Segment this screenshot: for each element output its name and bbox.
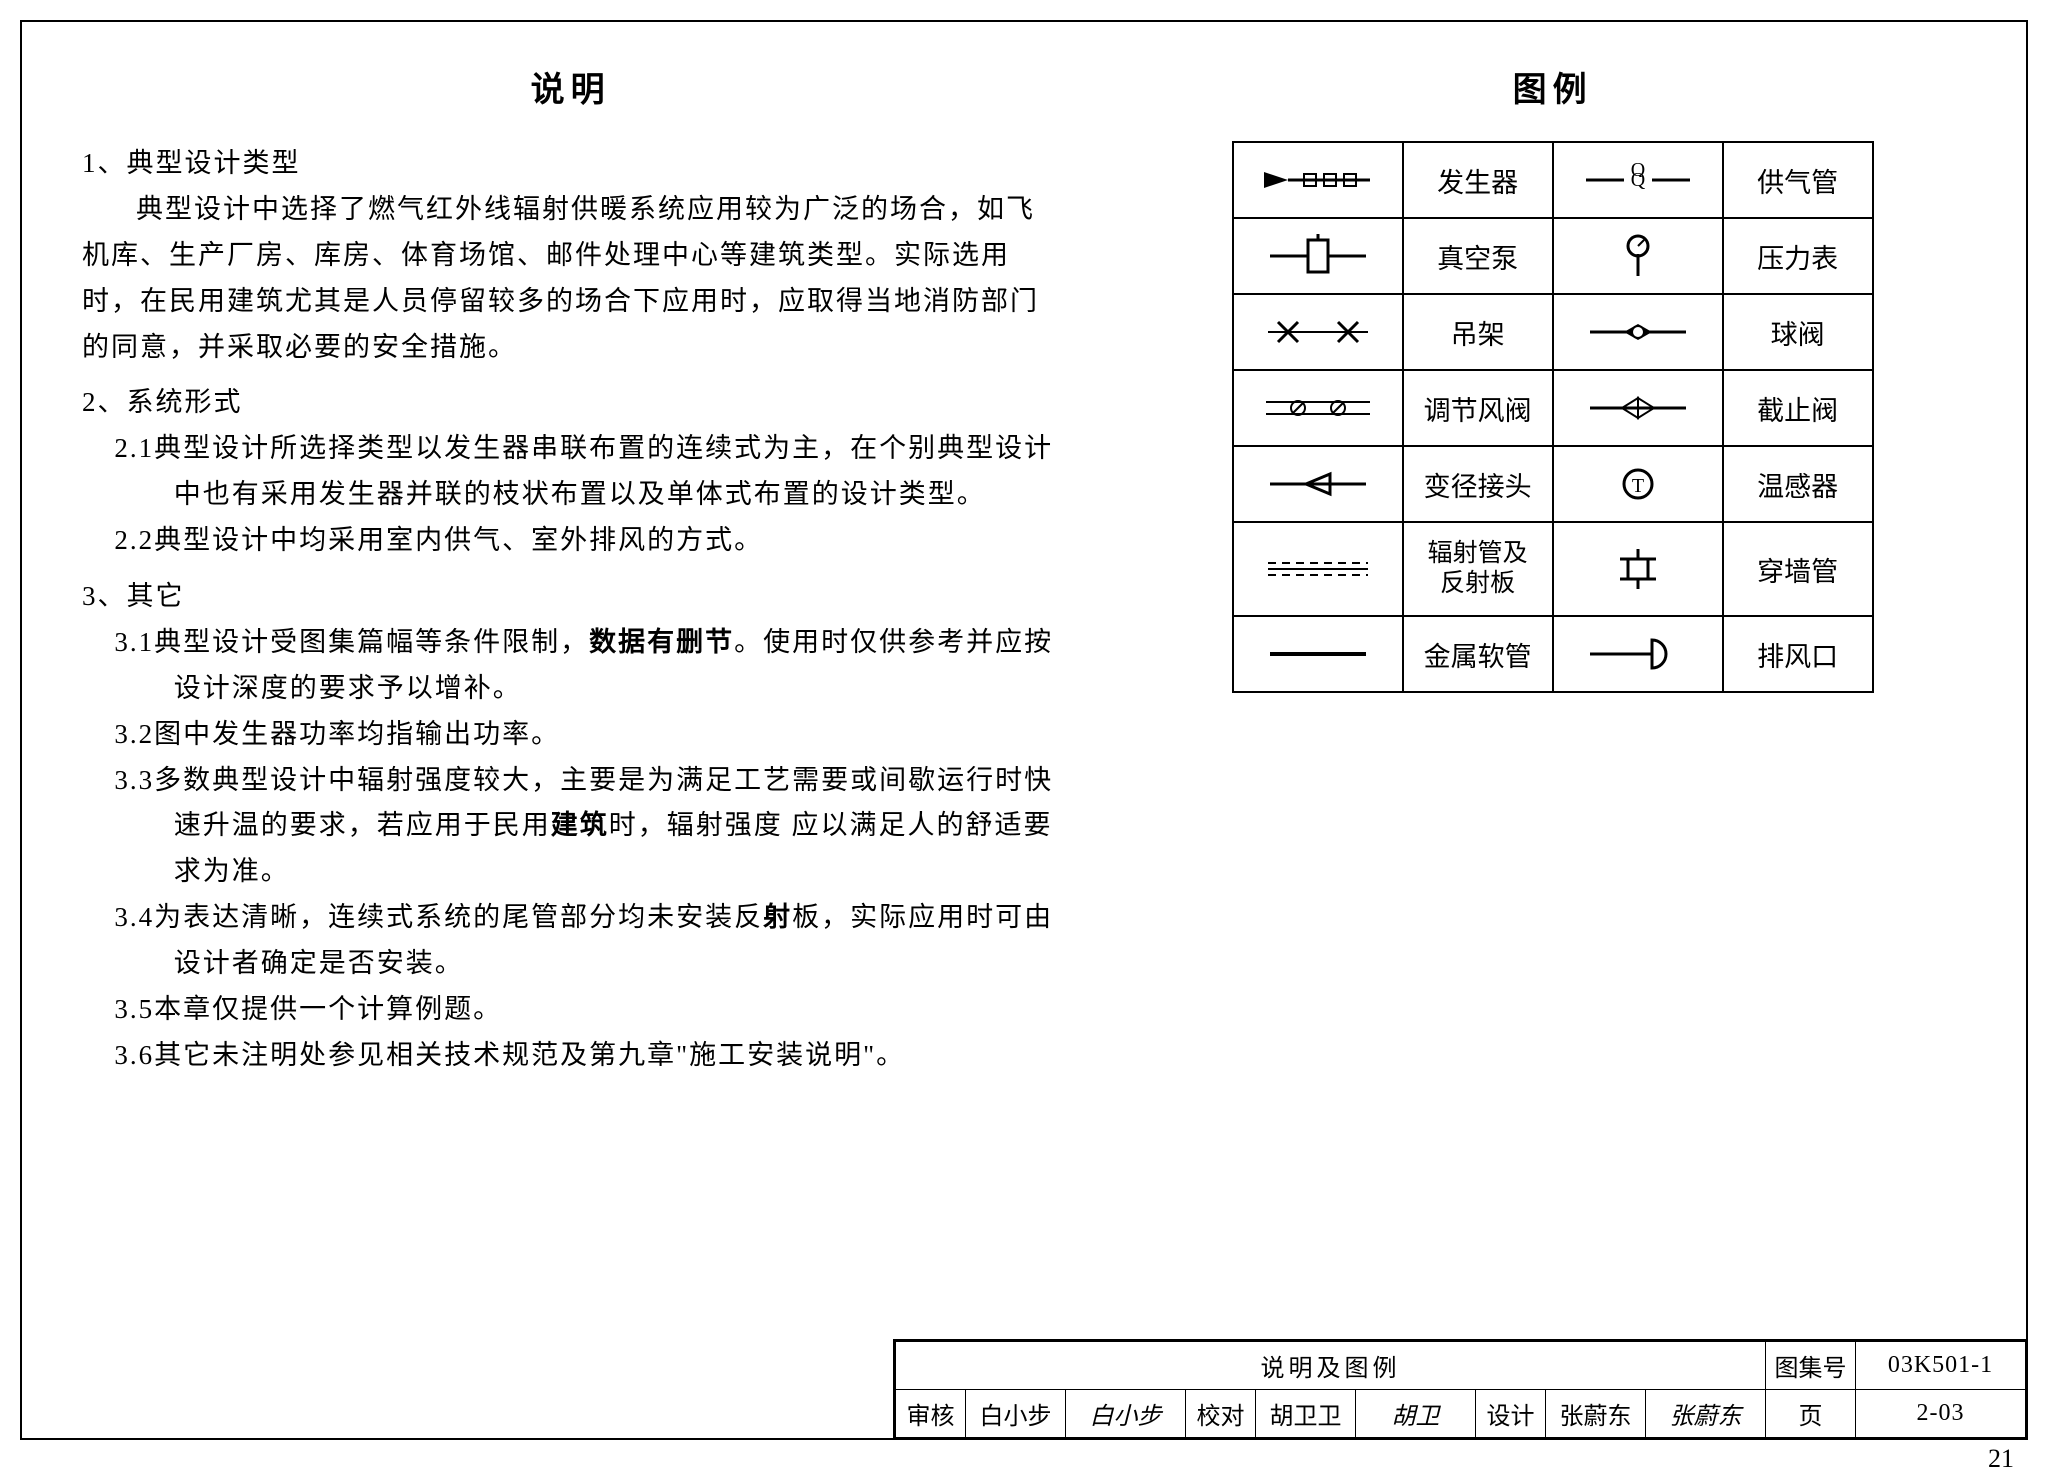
legend-label: 球阀 — [1723, 294, 1873, 370]
legend-symbol-temp-sensor — [1553, 446, 1723, 522]
section-subitem: 3.1典型设计受图集篇幅等条件限制，数据有删节。使用时仅供参考并应按设计深度的要… — [114, 620, 1059, 712]
legend-symbol-ball-valve — [1553, 294, 1723, 370]
legend-label: 金属软管 — [1403, 616, 1553, 692]
legend-row: 真空泵 压力表 — [1233, 218, 1873, 294]
legend-label: 发生器 — [1403, 142, 1553, 218]
content-area: 说明 1、典型设计类型典型设计中选择了燃气红外线辐射供暖系统应用较为广泛的场合，… — [22, 22, 2026, 1079]
section-heading: 1、典型设计类型 — [82, 141, 1059, 187]
title-block: 说明及图例 图集号 03K501-1 审核白小步白小步校对胡卫卫胡卫设计张蔚东张… — [893, 1339, 2026, 1438]
legend-row: 发生器 供气管 — [1233, 142, 1873, 218]
legend-label: 变径接头 — [1403, 446, 1553, 522]
legend-row: 变径接头 温感器 — [1233, 446, 1873, 522]
legend-label: 吊架 — [1403, 294, 1553, 370]
section-heading: 2、系统形式 — [82, 380, 1059, 426]
legend-label: 压力表 — [1723, 218, 1873, 294]
legend-label: 真空泵 — [1403, 218, 1553, 294]
section-subitem: 2.2典型设计中均采用室内供气、室外排风的方式。 — [114, 518, 1059, 564]
legend-label: 温感器 — [1723, 446, 1873, 522]
section-subitem: 3.4为表达清晰，连续式系统的尾管部分均未安装反射板，实际应用时可由设计者确定是… — [114, 895, 1059, 987]
signature: 胡卫 — [1356, 1390, 1476, 1438]
section-subitem: 3.5本章仅提供一个计算例题。 — [114, 987, 1059, 1033]
set-label: 图集号 — [1766, 1342, 1856, 1390]
section-subitem: 3.3多数典型设计中辐射强度较大，主要是为满足工艺需要或间歇运行时快速升温的要求… — [114, 758, 1059, 896]
legend-symbol-pressure-gauge — [1553, 218, 1723, 294]
legend-symbol-rad-tube — [1233, 522, 1403, 616]
legend-table: 发生器 供气管真空泵 压力表吊架 球阀调节风阀 截止阀变径接头 温感器辐射管及反射板 穿墙管… — [1232, 141, 1874, 693]
page-label: 页 — [1766, 1390, 1856, 1438]
legend-symbol-gas-pipe — [1553, 142, 1723, 218]
field-value: 白小步 — [966, 1390, 1066, 1438]
section-heading: 3、其它 — [82, 574, 1059, 620]
legend-row: 吊架 球阀 — [1233, 294, 1873, 370]
legend-symbol-reducer — [1233, 446, 1403, 522]
legend-symbol-hanger — [1233, 294, 1403, 370]
legend-symbol-vacuum-pump — [1233, 218, 1403, 294]
legend-row: 辐射管及反射板 穿墙管 — [1233, 522, 1873, 616]
title-block-table: 说明及图例 图集号 03K501-1 审核白小步白小步校对胡卫卫胡卫设计张蔚东张… — [895, 1341, 2026, 1438]
legend-column: 图例 发生器供气管真空泵压力表吊架球阀调节风阀截止阀变径接头温感器辐射管及反射板… — [1099, 62, 1966, 1079]
legend-symbol-damper — [1233, 370, 1403, 446]
legend-label: 穿墙管 — [1723, 522, 1873, 616]
description-column: 说明 1、典型设计类型典型设计中选择了燃气红外线辐射供暖系统应用较为广泛的场合，… — [82, 62, 1099, 1079]
section-subitem: 3.2图中发生器功率均指输出功率。 — [114, 712, 1059, 758]
legend-symbol-generator — [1233, 142, 1403, 218]
legend-title: 图例 — [1139, 62, 1966, 111]
section-subitem: 2.1典型设计所选择类型以发生器串联布置的连续式为主，在个别典型设计中也有采用发… — [114, 426, 1059, 518]
legend-label: 辐射管及反射板 — [1403, 522, 1553, 616]
legend-label: 排风口 — [1723, 616, 1873, 692]
section-subitem: 3.6其它未注明处参见相关技术规范及第九章"施工安装说明"。 — [114, 1033, 1059, 1079]
field-value: 张蔚东 — [1546, 1390, 1646, 1438]
drawing-title: 说明及图例 — [896, 1342, 1766, 1390]
field-key: 校对 — [1186, 1390, 1256, 1438]
description-body: 1、典型设计类型典型设计中选择了燃气红外线辐射供暖系统应用较为广泛的场合，如飞机… — [82, 141, 1059, 1079]
description-title: 说明 — [82, 62, 1059, 111]
drawing-sheet: 说明 1、典型设计类型典型设计中选择了燃气红外线辐射供暖系统应用较为广泛的场合，… — [20, 20, 2028, 1440]
page-value: 2-03 — [1856, 1390, 2026, 1438]
legend-symbol-exhaust — [1553, 616, 1723, 692]
sheet-page-number: 21 — [1988, 1444, 2014, 1474]
legend-label: 调节风阀 — [1403, 370, 1553, 446]
legend-row: 金属软管 排风口 — [1233, 616, 1873, 692]
section-paragraph: 典型设计中选择了燃气红外线辐射供暖系统应用较为广泛的场合，如飞机库、生产厂房、库… — [82, 187, 1059, 371]
legend-row: 调节风阀 截止阀 — [1233, 370, 1873, 446]
signature: 白小步 — [1066, 1390, 1186, 1438]
legend-symbol-gate-valve — [1553, 370, 1723, 446]
set-number: 03K501-1 — [1856, 1342, 2026, 1390]
legend-label: 截止阀 — [1723, 370, 1873, 446]
legend-label: 供气管 — [1723, 142, 1873, 218]
field-value: 胡卫卫 — [1256, 1390, 1356, 1438]
signature: 张蔚东 — [1646, 1390, 1766, 1438]
legend-symbol-wall-pipe — [1553, 522, 1723, 616]
field-key: 设计 — [1476, 1390, 1546, 1438]
field-key: 审核 — [896, 1390, 966, 1438]
legend-symbol-flex-pipe — [1233, 616, 1403, 692]
